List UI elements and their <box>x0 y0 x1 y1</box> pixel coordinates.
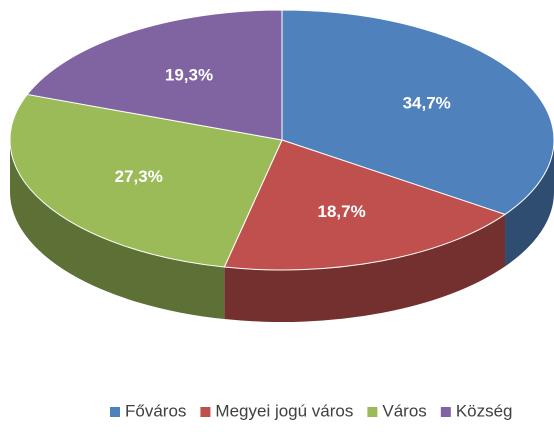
legend-label: Főváros <box>125 401 186 420</box>
slice <box>223 139 507 271</box>
legend-swatch <box>367 407 378 417</box>
slice <box>9 93 283 268</box>
data-label: 19,3% <box>165 65 213 84</box>
slice <box>281 9 554 215</box>
legend-swatch <box>440 407 451 417</box>
legend-swatch <box>200 407 211 417</box>
legend-swatch <box>110 407 120 417</box>
slice-side <box>224 214 506 322</box>
legend-label: Megyei jogú város <box>215 401 353 420</box>
data-label: 27,3% <box>115 167 163 186</box>
data-label: 18,7% <box>317 202 365 221</box>
slice-side <box>10 140 225 320</box>
legend-label: Község <box>456 401 513 420</box>
data-label: 34,7% <box>403 93 451 112</box>
legend-label: Város <box>382 401 426 420</box>
slice <box>26 9 283 141</box>
slice-side <box>505 140 554 267</box>
